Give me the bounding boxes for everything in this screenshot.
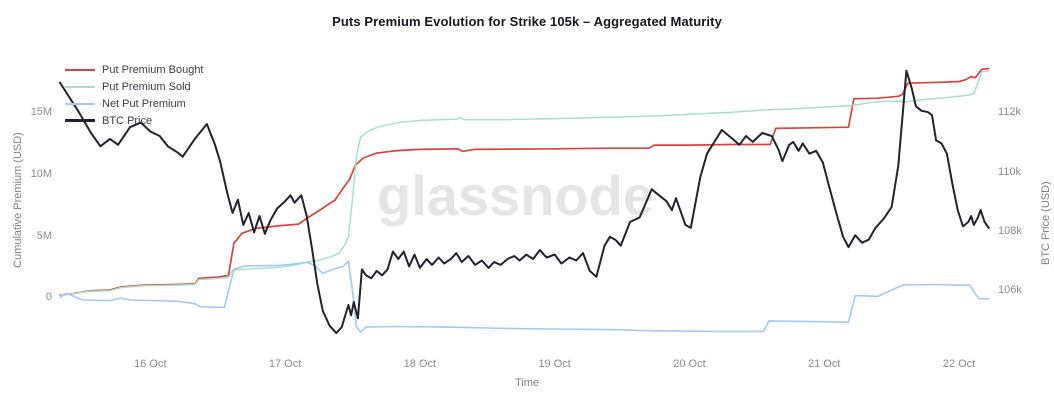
- legend-label-net-put-premium: Net Put Premium: [102, 97, 186, 110]
- series-line-net-put-premium[interactable]: [59, 260, 990, 333]
- legend-label-put-premium-bought: Put Premium Bought: [102, 63, 204, 76]
- y-axis-title-right: BTC Price (USD): [1040, 181, 1052, 265]
- x-tick-20-oct: 20 Oct: [673, 358, 706, 370]
- y-axis-title-left: Cumulative Premium (USD): [12, 132, 24, 268]
- y-tick-left-5M: 5M: [36, 229, 52, 242]
- x-tick-16-oct: 16 Oct: [134, 358, 167, 370]
- legend-label-btc-price: BTC Price: [102, 114, 153, 127]
- x-tick-22-oct: 22 Oct: [942, 358, 976, 370]
- chart-title: Puts Premium Evolution for Strike 105k –…: [332, 14, 722, 29]
- x-tick-21-oct: 21 Oct: [808, 358, 841, 370]
- x-axis-title: Time: [514, 377, 540, 389]
- y-tick-right-106k: 106k: [998, 284, 1022, 297]
- series-line-btc-price[interactable]: [59, 69, 990, 335]
- watermark: glassnode: [377, 164, 654, 227]
- legend-item-put-premium-bought[interactable]: Put Premium Bought: [65, 61, 204, 78]
- legend: Put Premium Bought Put Premium Sold Net Pu…: [65, 61, 204, 129]
- series-line-put-premium-sold[interactable]: [59, 70, 990, 296]
- x-tick-19-oct: 19 Oct: [538, 358, 571, 370]
- y-tick-left-0: 0: [45, 291, 52, 304]
- legend-swatch-put-premium-sold: [65, 85, 95, 88]
- y-tick-right-112k: 112k: [998, 106, 1022, 119]
- legend-label-put-premium-sold: Put Premium Sold: [102, 80, 191, 93]
- legend-item-put-premium-sold[interactable]: Put Premium Sold: [65, 78, 204, 95]
- y-tick-left-10M: 10M: [30, 168, 52, 181]
- x-tick-17-oct: 17 Oct: [268, 358, 302, 370]
- y-tick-right-110k: 110k: [998, 165, 1022, 178]
- legend-item-net-put-premium[interactable]: Net Put Premium: [65, 95, 204, 112]
- legend-swatch-net-put-premium: [65, 102, 95, 105]
- x-tick-18-oct: 18 Oct: [403, 358, 437, 370]
- y-tick-left-15M: 15M: [30, 106, 52, 119]
- legend-item-btc-price[interactable]: BTC Price: [65, 112, 204, 129]
- y-tick-right-108k: 108k: [998, 224, 1022, 237]
- legend-swatch-put-premium-bought: [65, 68, 95, 71]
- legend-swatch-btc-price: [65, 119, 95, 122]
